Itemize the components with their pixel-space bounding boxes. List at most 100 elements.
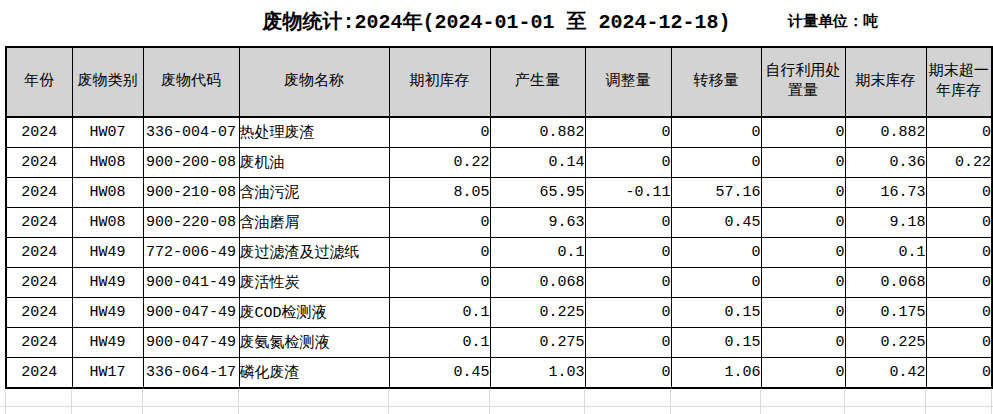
table-cell[interactable]: 0.36 (845, 148, 926, 178)
table-cell[interactable]: HW49 (72, 238, 143, 268)
column-header[interactable]: 废物类别 (72, 47, 143, 117)
table-cell[interactable]: 0 (761, 117, 845, 148)
table-cell[interactable]: 2024 (6, 117, 72, 148)
table-cell[interactable]: 0 (671, 148, 761, 178)
table-cell[interactable]: 0.225 (845, 328, 926, 358)
table-cell[interactable]: 0.1 (389, 328, 490, 358)
table-cell[interactable]: 0 (926, 178, 992, 208)
table-cell[interactable]: 0 (761, 328, 845, 358)
table-cell[interactable]: 0.068 (490, 268, 585, 298)
table-cell[interactable]: 336-064-17 (143, 358, 239, 389)
table-cell[interactable]: 0 (585, 328, 671, 358)
table-cell[interactable]: 0 (585, 208, 671, 238)
table-cell[interactable]: 废机油 (239, 148, 389, 178)
table-cell[interactable]: 0.1 (490, 238, 585, 268)
table-cell[interactable]: 2024 (6, 268, 72, 298)
table-cell[interactable]: HW49 (72, 328, 143, 358)
table-cell[interactable]: 0 (389, 117, 490, 148)
table-cell[interactable]: 2024 (6, 298, 72, 328)
table-cell[interactable]: 0 (585, 268, 671, 298)
table-cell[interactable]: 0 (585, 358, 671, 389)
table-cell[interactable]: 0 (926, 208, 992, 238)
table-cell[interactable]: 0 (671, 238, 761, 268)
table-cell[interactable]: 900-220-08 (143, 208, 239, 238)
table-cell[interactable]: 0.1 (389, 298, 490, 328)
table-cell[interactable]: 9.63 (490, 208, 585, 238)
table-cell[interactable]: 16.73 (845, 178, 926, 208)
table-cell[interactable]: 0 (585, 148, 671, 178)
table-cell[interactable]: 0.275 (490, 328, 585, 358)
table-cell[interactable]: 0 (761, 358, 845, 389)
table-cell[interactable]: 热处理废渣 (239, 117, 389, 148)
column-header[interactable]: 产生量 (490, 47, 585, 117)
table-cell[interactable]: 0.225 (490, 298, 585, 328)
table-cell[interactable]: 0 (761, 268, 845, 298)
table-cell[interactable]: 0 (389, 208, 490, 238)
table-cell[interactable]: 0.22 (389, 148, 490, 178)
table-cell[interactable]: 0 (926, 298, 992, 328)
table-cell[interactable]: 0 (389, 268, 490, 298)
table-cell[interactable]: HW49 (72, 268, 143, 298)
table-cell[interactable]: 0.22 (926, 148, 992, 178)
table-cell[interactable]: 900-047-49 (143, 328, 239, 358)
table-cell[interactable]: 2024 (6, 208, 72, 238)
table-cell[interactable]: 0 (926, 328, 992, 358)
table-cell[interactable]: 900-200-08 (143, 148, 239, 178)
table-cell[interactable]: 1.03 (490, 358, 585, 389)
table-cell[interactable]: 0 (926, 358, 992, 389)
table-cell[interactable]: 0 (761, 148, 845, 178)
table-cell[interactable]: 0.882 (845, 117, 926, 148)
table-cell[interactable]: 2024 (6, 178, 72, 208)
table-cell[interactable]: 0 (585, 298, 671, 328)
table-cell[interactable]: 0 (926, 117, 992, 148)
table-cell[interactable]: 0.1 (845, 238, 926, 268)
column-header[interactable]: 年份 (6, 47, 72, 117)
table-cell[interactable]: 0.882 (490, 117, 585, 148)
table-cell[interactable]: HW08 (72, 148, 143, 178)
table-cell[interactable]: 0.15 (671, 328, 761, 358)
table-cell[interactable]: 57.16 (671, 178, 761, 208)
table-cell[interactable]: 9.18 (845, 208, 926, 238)
table-cell[interactable]: HW08 (72, 208, 143, 238)
table-cell[interactable]: 0.068 (845, 268, 926, 298)
table-cell[interactable]: 0.14 (490, 148, 585, 178)
table-cell[interactable]: 废氨氮检测液 (239, 328, 389, 358)
table-cell[interactable]: 废COD检测液 (239, 298, 389, 328)
table-cell[interactable]: 0 (926, 268, 992, 298)
table-cell[interactable]: -0.11 (585, 178, 671, 208)
table-cell[interactable]: 1.06 (671, 358, 761, 389)
table-cell[interactable]: 0 (761, 298, 845, 328)
table-cell[interactable]: 含油磨屑 (239, 208, 389, 238)
table-cell[interactable]: HW07 (72, 117, 143, 148)
table-cell[interactable]: 0.175 (845, 298, 926, 328)
column-header[interactable]: 废物名称 (239, 47, 389, 117)
table-cell[interactable]: 0.45 (671, 208, 761, 238)
column-header[interactable]: 期初库存 (389, 47, 490, 117)
table-cell[interactable]: 0.42 (845, 358, 926, 389)
table-cell[interactable]: 0 (671, 117, 761, 148)
table-cell[interactable]: 900-210-08 (143, 178, 239, 208)
table-cell[interactable]: 2024 (6, 238, 72, 268)
column-header[interactable]: 自行利用处置量 (761, 47, 845, 117)
column-header[interactable]: 废物代码 (143, 47, 239, 117)
table-cell[interactable]: 65.95 (490, 178, 585, 208)
table-cell[interactable]: 2024 (6, 148, 72, 178)
column-header[interactable]: 期末超一年库存 (926, 47, 992, 117)
table-cell[interactable]: 772-006-49 (143, 238, 239, 268)
table-cell[interactable]: 900-041-49 (143, 268, 239, 298)
table-cell[interactable]: 2024 (6, 358, 72, 389)
table-cell[interactable]: 废活性炭 (239, 268, 389, 298)
table-cell[interactable]: 0 (671, 268, 761, 298)
table-cell[interactable]: 0 (926, 238, 992, 268)
table-cell[interactable]: 0 (761, 178, 845, 208)
table-cell[interactable]: HW49 (72, 298, 143, 328)
table-cell[interactable]: 0 (761, 208, 845, 238)
table-cell[interactable]: 0.45 (389, 358, 490, 389)
table-cell[interactable]: 含油污泥 (239, 178, 389, 208)
table-cell[interactable]: 废过滤渣及过滤纸 (239, 238, 389, 268)
table-cell[interactable]: 336-004-07 (143, 117, 239, 148)
table-cell[interactable]: HW08 (72, 178, 143, 208)
column-header[interactable]: 期末库存 (845, 47, 926, 117)
table-cell[interactable]: 0 (585, 238, 671, 268)
table-cell[interactable]: 0 (389, 238, 490, 268)
